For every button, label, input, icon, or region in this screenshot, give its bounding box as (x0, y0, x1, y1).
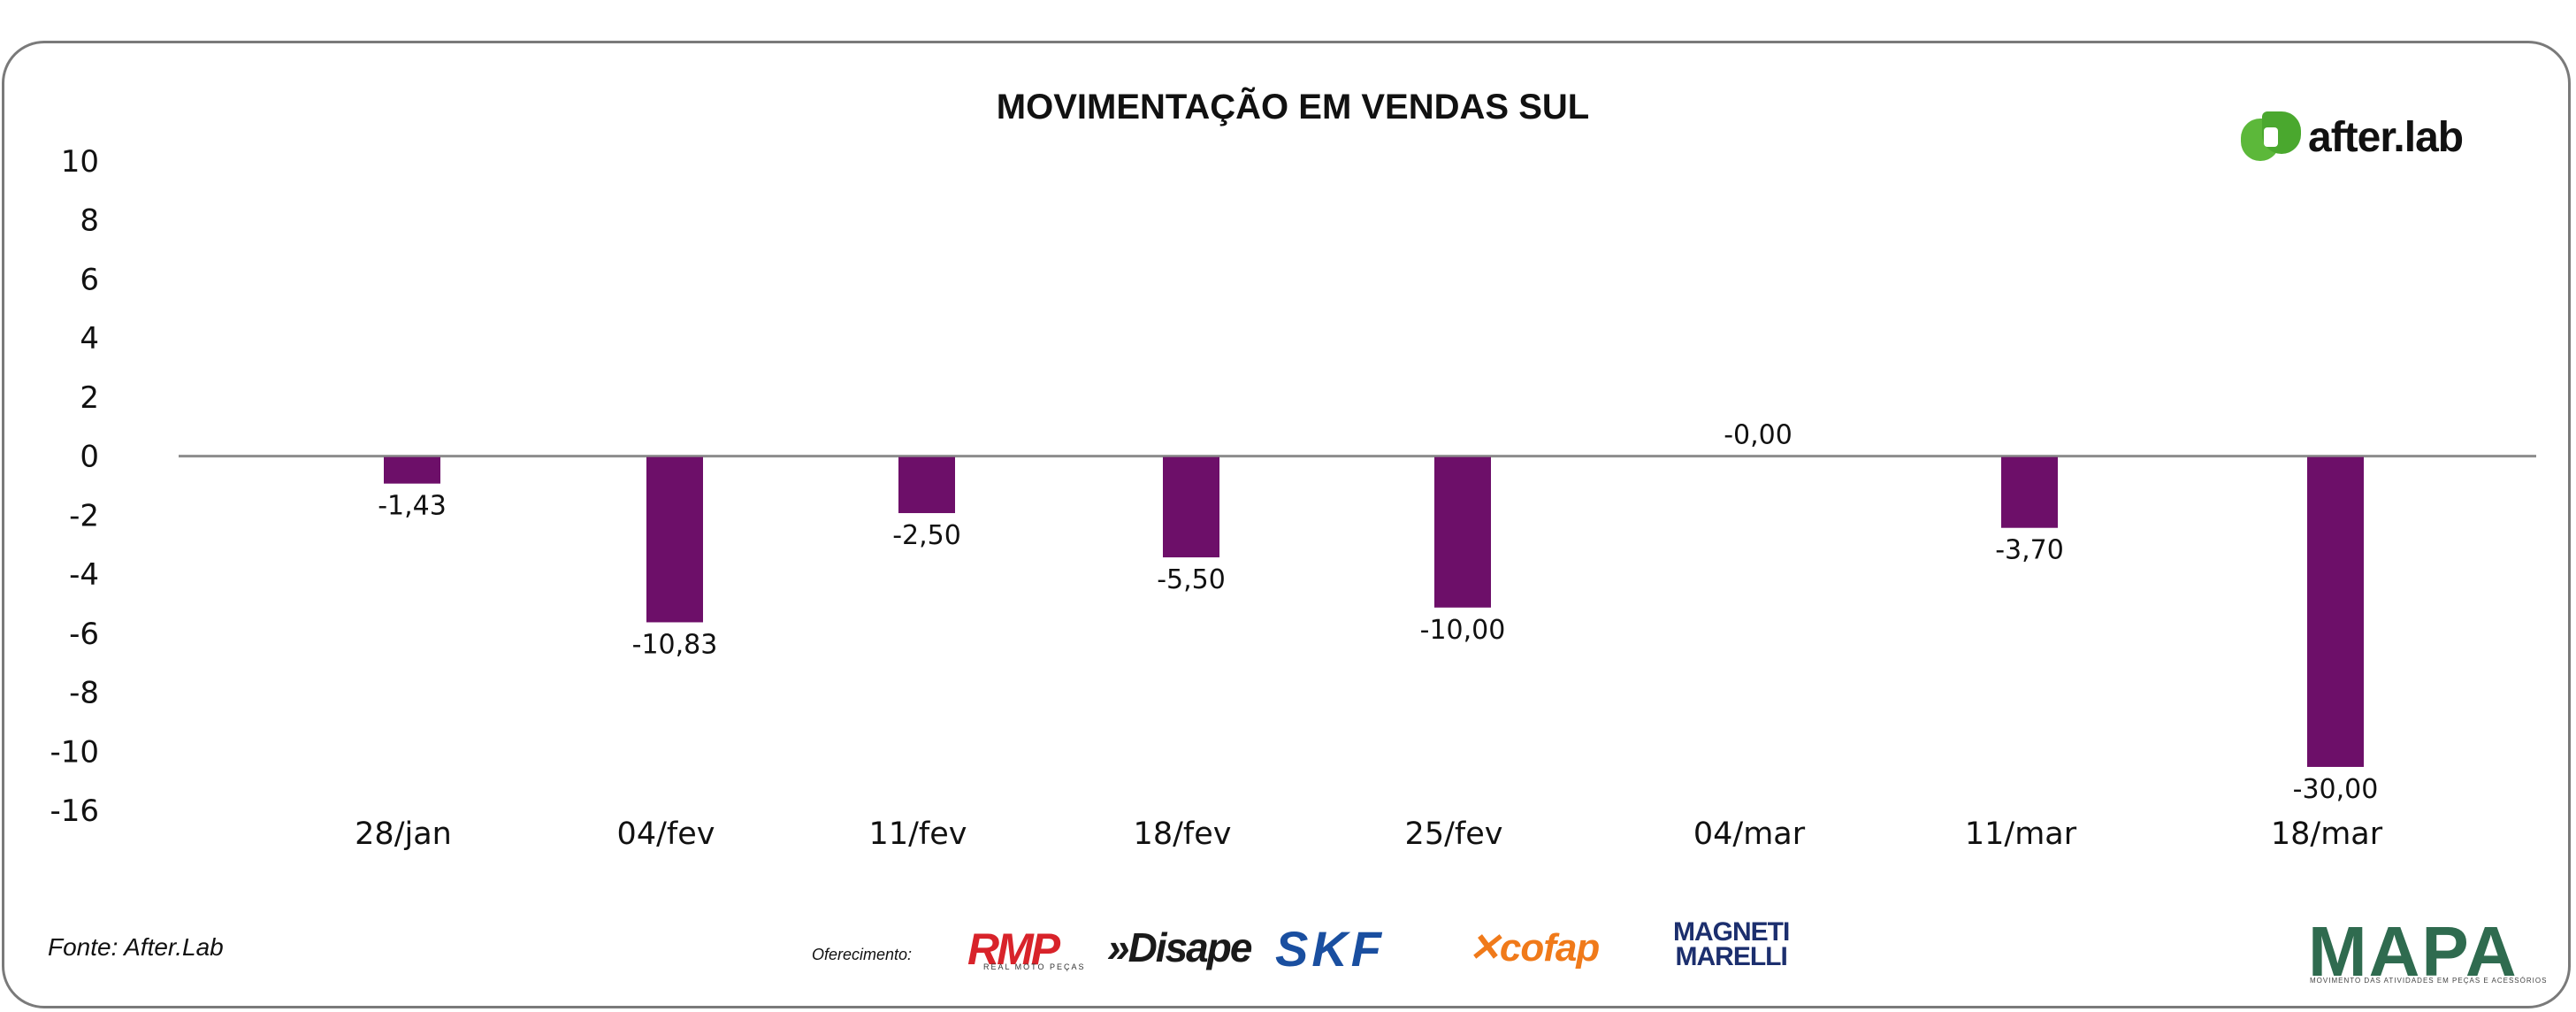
y-tick-label: -4 (69, 557, 99, 593)
y-tick-label: 10 (61, 144, 99, 180)
x-tick-label: 28/jan (355, 816, 452, 852)
y-tick-label: 4 (80, 321, 99, 356)
x-tick-label: 18/mar (2271, 816, 2383, 852)
x-tick-label: 11/fev (869, 816, 967, 852)
data-label: -5,50 (1157, 564, 1226, 595)
y-tick-label: -2 (69, 498, 99, 533)
x-tick-label: 18/fev (1134, 816, 1232, 852)
y-tick-label: 8 (80, 203, 99, 239)
y-tick-label: 0 (80, 440, 99, 475)
x-tick-label: 04/mar (1693, 816, 1806, 852)
y-tick-label: -8 (69, 676, 99, 711)
disape-logo: »Disape (1107, 924, 1252, 970)
magneti-marelli-logo: MAGNETI MARELLI (1673, 917, 1790, 971)
afterlab-mark-icon (2241, 111, 2303, 163)
rmp-logo: RMP (967, 924, 1060, 974)
data-label: -1,43 (378, 491, 447, 522)
bar (1434, 456, 1491, 608)
bar (1163, 456, 1219, 558)
rmp-logo-subtitle: REAL MOTO PEÇAS (983, 962, 1086, 971)
y-tick-label: -6 (69, 617, 99, 652)
mapa-logo: MAPA (2308, 912, 2519, 991)
bar (2307, 456, 2364, 767)
x-tick-label: 11/mar (1965, 816, 2077, 852)
data-label: -10,83 (632, 629, 718, 660)
bar (384, 456, 440, 484)
y-tick-label: 2 (80, 380, 99, 416)
marelli-text: MARELLI (1675, 942, 1788, 971)
x-tick-label: 25/fev (1405, 816, 1503, 852)
y-axis-ticks: 10 8 6 4 2 0 -2 -4 -6 -8 -10 -16 (50, 144, 99, 829)
bar (898, 456, 955, 514)
mapa-logo-subtitle: MOVIMENTO DAS ATIVIDADES EM PEÇAS E ACES… (2310, 977, 2548, 985)
skf-logo: SKF (1275, 921, 1385, 977)
data-label: -2,50 (892, 520, 961, 551)
data-label: -0,00 (1724, 420, 1792, 451)
data-labels: -1,43 -10,83 -2,50 -5,50 -10,00 -0,00 -3,70 -30… (378, 420, 2378, 805)
data-label: -3,70 (1995, 535, 2064, 566)
magneti-text: MAGNETI (1673, 917, 1790, 947)
data-label: -10,00 (1420, 615, 1506, 646)
chart-title: MOVIMENTAÇÃO EM VENDAS SUL (997, 86, 1589, 126)
x-axis-ticks: 28/jan 04/fev 11/fev 18/fev 25/fev 04/mar 11/m… (355, 816, 2383, 852)
cofap-logo: ✕cofap (1468, 926, 1600, 970)
bar (646, 456, 703, 623)
afterlab-wordmark: after.lab (2308, 113, 2464, 161)
data-label: -30,00 (2293, 774, 2379, 805)
y-tick-label: 6 (80, 262, 99, 297)
y-tick-label: -10 (50, 734, 99, 770)
bars (384, 456, 2364, 767)
afterlab-logo: after.lab (2241, 111, 2464, 163)
source-note: Fonte: After.Lab (48, 933, 224, 961)
bar (2001, 456, 2058, 528)
chart-card (2, 41, 2571, 1008)
sponsor-label: Oferecimento: (812, 946, 913, 963)
x-tick-label: 04/fev (617, 816, 715, 852)
y-tick-label: -16 (50, 794, 99, 829)
